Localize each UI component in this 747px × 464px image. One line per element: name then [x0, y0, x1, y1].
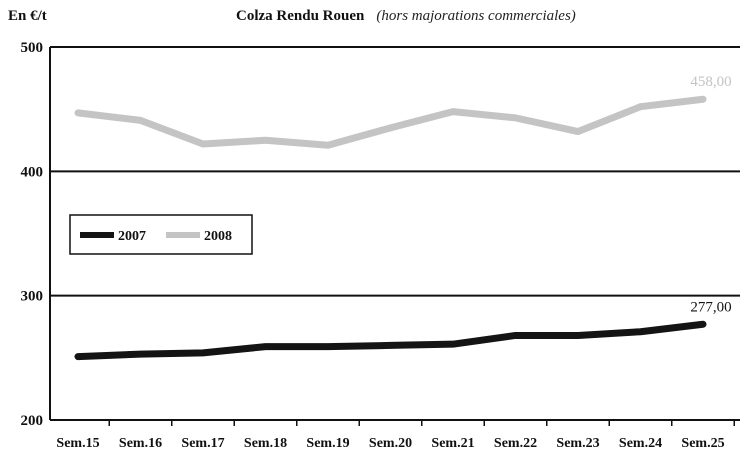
x-tick-label-sem-16: Sem.16 — [119, 436, 162, 451]
data-annotations: 458,00 277,00 — [690, 74, 731, 315]
annotation-2008: 458,00 — [690, 74, 731, 90]
x-tick-label-sem-17: Sem.17 — [181, 436, 224, 451]
y-tick-label-300: 300 — [21, 289, 44, 305]
series-line-2008 — [74, 95, 707, 149]
x-tick-label-sem-21: Sem.21 — [431, 436, 474, 451]
grid-lines — [50, 46, 740, 297]
chart-title-main: Colza Rendu Rouen — [236, 8, 365, 24]
legend-label-2008: 2008 — [204, 229, 232, 244]
series-lines — [74, 95, 707, 361]
x-tick-label-sem-19: Sem.19 — [306, 436, 349, 451]
y-tick-label-200: 200 — [21, 413, 44, 429]
legend-box — [69, 214, 253, 255]
legend: 2007 2008 — [69, 214, 253, 255]
x-tick-label-sem-23: Sem.23 — [556, 436, 599, 451]
x-tick-label-sem-20: Sem.20 — [369, 436, 412, 451]
x-tick-label-sem-15: Sem.15 — [56, 436, 99, 451]
x-axis-ticks: Sem.15 Sem.16 Sem.17 Sem.18 Sem.19 Sem.20 Sem.… — [56, 420, 735, 451]
axes — [49, 47, 740, 421]
legend-label-2007: 2007 — [118, 229, 146, 244]
y-tick-label-400: 400 — [21, 164, 44, 180]
y-axis-ticks: 200 300 400 500 — [21, 40, 44, 429]
annotation-2007: 277,00 — [690, 299, 731, 315]
x-tick-label-sem-25: Sem.25 — [681, 436, 724, 451]
y-tick-label-500: 500 — [21, 40, 44, 56]
x-tick-label-sem-24: Sem.24 — [619, 436, 662, 451]
unit-label: En €/t — [8, 8, 47, 24]
chart-title: Colza Rendu Rouen (hors majorations comm… — [236, 7, 576, 24]
x-tick-label-sem-18: Sem.18 — [244, 436, 287, 451]
x-tick-label-sem-22: Sem.22 — [494, 436, 537, 451]
series-line-2007 — [74, 320, 707, 361]
chart-title-subtitle: (hors majorations commerciales) — [376, 8, 575, 24]
